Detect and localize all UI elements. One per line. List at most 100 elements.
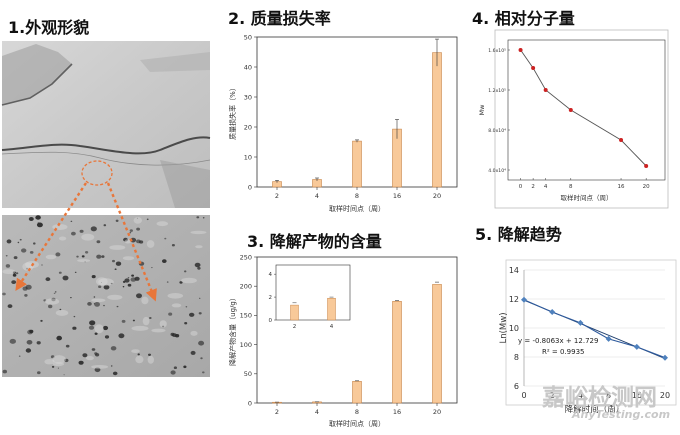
- pore: [94, 367, 101, 373]
- pore: [131, 274, 135, 277]
- pore: [26, 268, 28, 270]
- pore: [91, 275, 96, 279]
- pore: [22, 286, 28, 291]
- x-tick-label: 8: [355, 408, 359, 416]
- pore: [62, 275, 69, 281]
- y-tick-label: 40: [244, 63, 252, 71]
- pore: [12, 273, 17, 277]
- pore: [114, 268, 117, 271]
- heading-mass-loss: 2. 质量损失率: [228, 9, 331, 28]
- pore: [171, 244, 175, 247]
- pore: [103, 284, 110, 290]
- surface-ridge: [45, 298, 60, 305]
- inset-y-tick-label: 2: [269, 295, 273, 301]
- pore: [116, 305, 119, 308]
- zoom-arrow-right: [106, 182, 157, 302]
- pore: [103, 224, 107, 227]
- pore: [51, 365, 55, 368]
- pore: [72, 326, 77, 330]
- pore: [129, 229, 133, 232]
- x-tick-label: 4: [578, 391, 583, 400]
- watermark-sub: AnyTesting.com: [572, 408, 671, 421]
- pore: [103, 304, 105, 307]
- surface-ridge: [142, 316, 150, 326]
- pore: [94, 332, 98, 335]
- pore: [57, 367, 60, 369]
- bar: [352, 381, 362, 404]
- pore: [110, 365, 113, 367]
- surface-ridge: [2, 269, 16, 275]
- surface-ridge: [167, 293, 184, 299]
- y-tick-label: 100: [240, 341, 252, 349]
- pore: [189, 312, 195, 317]
- pore: [48, 304, 53, 309]
- pore: [87, 302, 92, 306]
- pore: [127, 283, 132, 287]
- surface-ridge: [52, 362, 65, 367]
- surface-ridge: [77, 259, 91, 263]
- pore: [183, 365, 187, 369]
- y-tick-label: 0: [248, 183, 252, 191]
- pore: [91, 348, 96, 351]
- pore: [6, 239, 12, 244]
- pore: [168, 312, 173, 316]
- pore: [50, 355, 55, 359]
- surface-ridge: [94, 324, 104, 334]
- inset-y-tick-label: 4: [269, 272, 273, 278]
- surface-ridge: [109, 245, 126, 250]
- x-tick-label: 2: [531, 184, 535, 190]
- surface-ridge: [131, 349, 140, 353]
- pore: [112, 371, 118, 376]
- pore: [185, 306, 188, 308]
- y-axis-label: 降解产物含量（ug/g）: [228, 294, 237, 366]
- pore: [102, 325, 109, 331]
- x-tick-label: 4: [315, 408, 319, 416]
- surface-ridge: [135, 355, 144, 364]
- pore: [70, 297, 72, 299]
- surface-ridge: [181, 277, 197, 284]
- y-tick-label: 8.0x10⁴: [488, 128, 506, 134]
- pore: [28, 217, 34, 221]
- pore: [54, 291, 57, 293]
- pore: [110, 282, 113, 285]
- pore: [85, 251, 89, 254]
- surface-ridge: [131, 325, 149, 331]
- x-tick-label: 8: [355, 192, 359, 200]
- pore: [58, 271, 62, 274]
- pore: [37, 222, 40, 224]
- pore: [26, 340, 33, 345]
- surface-ridge: [195, 245, 203, 249]
- y-tick-label: 20: [244, 123, 252, 131]
- pore: [124, 278, 130, 283]
- pore: [123, 237, 128, 242]
- pore: [36, 341, 41, 345]
- surface-ridge: [44, 359, 55, 365]
- surface-ridge: [159, 320, 167, 328]
- pore: [129, 232, 132, 234]
- y-tick-label: 1.6x10⁵: [488, 48, 506, 54]
- x-tick-label: 0: [521, 391, 526, 400]
- pore: [18, 355, 21, 357]
- pore: [63, 374, 65, 376]
- pore: [78, 360, 84, 365]
- y-tick-label: 8: [514, 353, 519, 362]
- pore: [29, 251, 34, 254]
- data-point: [531, 66, 536, 70]
- pore: [98, 285, 102, 289]
- x-tick-label: 2: [275, 408, 279, 416]
- trend-chart: 6 8 10 12 14 0 2 4 8 16 20 y = -0.8063x + 12.729 R² …: [499, 259, 677, 415]
- pore: [36, 222, 43, 228]
- y-tick-label: 10: [244, 153, 252, 161]
- y-tick-label: 6: [514, 382, 519, 391]
- pore: [100, 282, 103, 283]
- pore: [104, 335, 110, 339]
- x-tick-label: 4: [315, 192, 319, 200]
- pore: [112, 259, 115, 263]
- surface-ridge: [151, 328, 166, 333]
- x-tick-label: 20: [643, 184, 650, 190]
- pore: [76, 255, 79, 258]
- surface-ridge: [190, 230, 207, 235]
- pore: [148, 353, 151, 356]
- pore: [93, 296, 96, 298]
- x-tick-label: 16: [632, 391, 642, 400]
